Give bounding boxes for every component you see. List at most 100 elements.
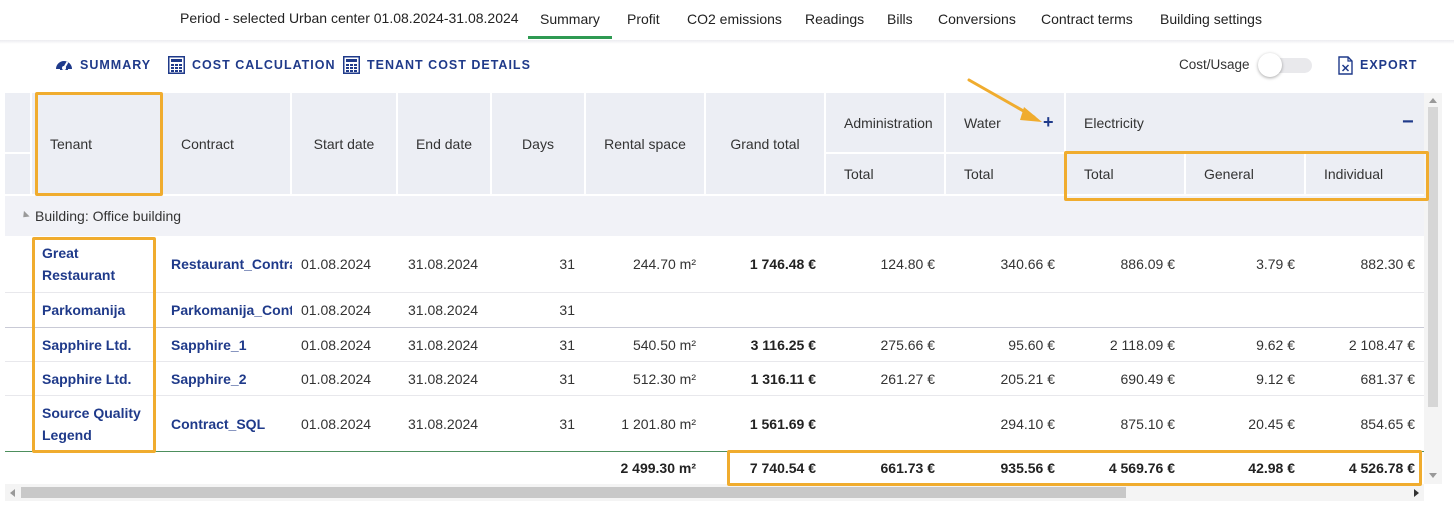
header-tenant-label: Tenant xyxy=(50,135,93,152)
group-row-office-building[interactable]: Building: Office building xyxy=(5,196,1424,236)
cost-usage-toggle[interactable] xyxy=(1258,53,1314,77)
water-total-cell: 205.21 € xyxy=(1000,370,1056,387)
electricity-total-cell: 2 118.09 € xyxy=(1109,336,1175,353)
header-water-total[interactable]: Total xyxy=(946,154,1066,196)
collapse-minus-icon[interactable]: − xyxy=(1402,111,1414,133)
rental-space-cell: 540.50 m² xyxy=(632,336,696,353)
period-label: Period - selected Urban center 01.08.202… xyxy=(180,10,519,26)
group-label: Building: Office building xyxy=(35,208,182,224)
tab-readings[interactable]: Readings xyxy=(805,11,865,27)
tab-bills[interactable]: Bills xyxy=(887,11,913,27)
total-administration: 661.73 € xyxy=(880,460,936,476)
contract-link[interactable]: Sapphire_1 xyxy=(171,336,247,353)
tenant-link[interactable]: Sapphire Ltd. xyxy=(42,370,132,387)
electricity-total-cell: 886.09 € xyxy=(1120,256,1176,272)
horizontal-scroll-thumb[interactable] xyxy=(21,487,1126,498)
header-administration[interactable]: Administration xyxy=(826,93,946,154)
grand-total-cell: 1 561.69 € xyxy=(749,415,816,432)
export-label: EXPORT xyxy=(1360,58,1418,72)
header-electricity-individual[interactable]: Individual xyxy=(1306,154,1424,196)
days-cell: 31 xyxy=(559,302,575,318)
header-electricity-label: Electricity xyxy=(1084,114,1144,131)
header-electricity[interactable]: Electricity − xyxy=(1066,93,1424,154)
vertical-scroll-thumb[interactable] xyxy=(1428,107,1438,407)
days-cell: 31 xyxy=(559,336,575,353)
table-row[interactable]: Parkomanija Parkomanija_Cont 01.08.2024 … xyxy=(5,293,1424,328)
total-grand-total: 7 740.54 € xyxy=(749,460,816,476)
header-administration-label: Administration xyxy=(844,114,933,131)
table-row[interactable]: Great Restaurant Restaurant_Contra 01.08… xyxy=(5,236,1424,293)
tab-building-settings[interactable]: Building settings xyxy=(1160,11,1262,27)
electricity-general-cell: 9.12 € xyxy=(1256,370,1295,387)
header-contract-label: Contract xyxy=(181,135,234,152)
contract-link[interactable]: Contract_SQL xyxy=(171,415,266,432)
cost-calculation-label: COST CALCULATION xyxy=(192,58,336,72)
collapse-triangle-icon[interactable] xyxy=(20,210,30,221)
header-days[interactable]: Days xyxy=(492,93,586,196)
end-date-cell: 31.08.2024 xyxy=(408,336,479,353)
tenant-link[interactable]: Source Quality Legend xyxy=(42,404,141,443)
start-date-cell: 01.08.2024 xyxy=(301,415,372,432)
days-cell: 31 xyxy=(559,256,575,272)
tab-contract-terms[interactable]: Contract terms xyxy=(1041,11,1133,27)
expand-plus-icon[interactable]: + xyxy=(1043,112,1054,132)
tenant-link[interactable]: Parkomanija xyxy=(42,302,126,318)
total-water: 935.56 € xyxy=(1000,460,1056,476)
cost-calculation-button[interactable]: COST CALCULATION xyxy=(168,56,336,74)
table-row[interactable]: Sapphire Ltd. Sapphire_1 01.08.2024 31.0… xyxy=(5,328,1424,362)
tenant-cost-details-label: TENANT COST DETAILS xyxy=(367,58,531,72)
scroll-right-arrow-icon[interactable] xyxy=(1414,489,1419,497)
water-total-cell: 294.10 € xyxy=(1000,415,1056,432)
tab-co2-emissions[interactable]: CO2 emissions xyxy=(687,11,782,27)
summary-button[interactable]: SUMMARY xyxy=(55,56,151,74)
header-electricity-general[interactable]: General xyxy=(1186,154,1306,196)
header-spacer xyxy=(5,93,32,154)
days-cell: 31 xyxy=(559,370,575,387)
vertical-scrollbar[interactable] xyxy=(1424,93,1442,484)
electricity-total-cell: 875.10 € xyxy=(1120,415,1176,432)
admin-total-cell: 124.80 € xyxy=(880,256,936,272)
header-grand-total[interactable]: Grand total xyxy=(706,93,826,196)
export-button[interactable]: EXPORT xyxy=(1338,55,1418,75)
electricity-general-cell: 20.45 € xyxy=(1248,415,1295,432)
tenant-link[interactable]: Sapphire Ltd. xyxy=(42,336,132,353)
admin-total-cell: 261.27 € xyxy=(880,370,936,387)
tenant-link[interactable]: Great Restaurant xyxy=(42,245,116,283)
header-tenant[interactable]: Tenant xyxy=(32,93,163,196)
top-navigation: Period - selected Urban center 01.08.202… xyxy=(0,0,1454,42)
start-date-cell: 01.08.2024 xyxy=(301,370,372,387)
cost-usage-label: Cost/Usage xyxy=(1179,57,1250,72)
water-total-cell: 95.60 € xyxy=(1008,336,1055,353)
header-admin-total[interactable]: Total xyxy=(826,154,946,196)
totals-row: 2 499.30 m² 7 740.54 € 661.73 € 935.56 €… xyxy=(5,451,1424,484)
water-total-cell: 340.66 € xyxy=(1000,256,1056,272)
rental-space-cell: 1 201.80 m² xyxy=(621,415,696,432)
tenant-cost-details-button[interactable]: TENANT COST DETAILS xyxy=(343,56,531,74)
tab-summary[interactable]: Summary xyxy=(528,11,612,39)
contract-link[interactable]: Parkomanija_Cont xyxy=(171,302,292,318)
horizontal-scrollbar[interactable] xyxy=(5,484,1424,501)
scroll-up-arrow-icon[interactable] xyxy=(1429,98,1437,103)
header-end-date-label: End date xyxy=(415,135,473,152)
electricity-general-cell: 9.62 € xyxy=(1256,336,1295,353)
tab-profit[interactable]: Profit xyxy=(627,11,660,27)
scroll-down-arrow-icon[interactable] xyxy=(1429,473,1437,478)
header-rental-space[interactable]: Rental space xyxy=(586,93,706,196)
tab-conversions[interactable]: Conversions xyxy=(938,11,1016,27)
total-electricity-general: 42.98 € xyxy=(1248,460,1295,476)
toggle-knob xyxy=(1258,53,1282,77)
table-row[interactable]: Sapphire Ltd. Sapphire_2 01.08.2024 31.0… xyxy=(5,362,1424,396)
contract-link[interactable]: Restaurant_Contra xyxy=(171,256,292,272)
header-end-date[interactable]: End date xyxy=(398,93,492,196)
table-row[interactable]: Source Quality Legend Contract_SQL 01.08… xyxy=(5,396,1424,451)
start-date-cell: 01.08.2024 xyxy=(301,302,372,318)
header-electricity-total[interactable]: Total xyxy=(1066,154,1186,196)
scroll-left-arrow-icon[interactable] xyxy=(10,489,15,497)
header-contract[interactable]: Contract xyxy=(163,93,292,196)
header-electricity-individual-label: Individual xyxy=(1324,166,1384,182)
header-water[interactable]: Water + xyxy=(946,93,1066,154)
contract-link[interactable]: Sapphire_2 xyxy=(171,370,247,387)
header-start-date[interactable]: Start date xyxy=(292,93,398,196)
header-grand-total-label: Grand total xyxy=(730,135,800,152)
admin-total-cell xyxy=(826,396,935,451)
